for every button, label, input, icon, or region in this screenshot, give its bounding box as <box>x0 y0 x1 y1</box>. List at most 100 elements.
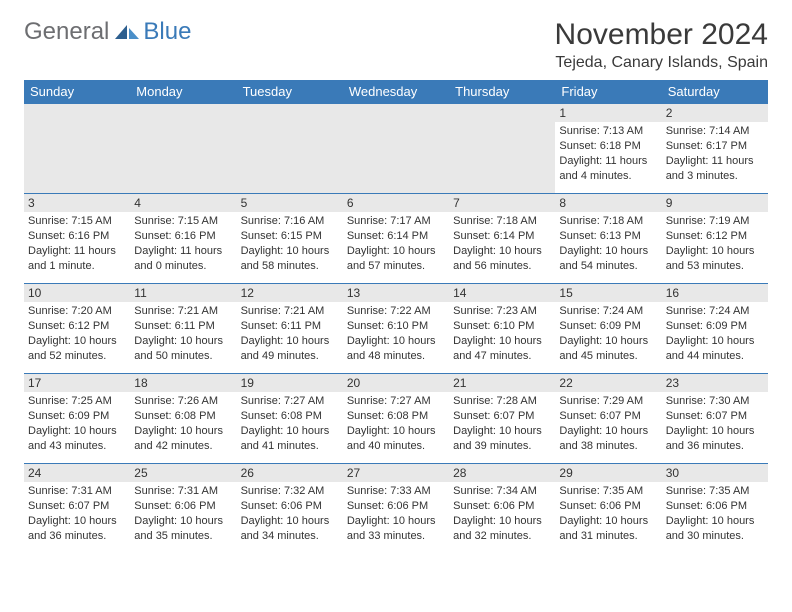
day-cell: 16Sunrise: 7:24 AMSunset: 6:09 PMDayligh… <box>662 284 768 374</box>
day-content: Sunrise: 7:27 AMSunset: 6:08 PMDaylight:… <box>237 392 343 455</box>
day-number: 7 <box>449 194 555 212</box>
day-number: 20 <box>343 374 449 392</box>
day-cell: 23Sunrise: 7:30 AMSunset: 6:07 PMDayligh… <box>662 374 768 464</box>
day-content: Sunrise: 7:20 AMSunset: 6:12 PMDaylight:… <box>24 302 130 365</box>
day-content: Sunrise: 7:18 AMSunset: 6:13 PMDaylight:… <box>555 212 661 275</box>
day-number: 27 <box>343 464 449 482</box>
day-number: 19 <box>237 374 343 392</box>
day-content: Sunrise: 7:21 AMSunset: 6:11 PMDaylight:… <box>237 302 343 365</box>
day-cell: 9Sunrise: 7:19 AMSunset: 6:12 PMDaylight… <box>662 194 768 284</box>
day-cell: 7Sunrise: 7:18 AMSunset: 6:14 PMDaylight… <box>449 194 555 284</box>
day-cell: 17Sunrise: 7:25 AMSunset: 6:09 PMDayligh… <box>24 374 130 464</box>
day-number: 12 <box>237 284 343 302</box>
empty-day-cell <box>343 104 449 194</box>
location-label: Tejeda, Canary Islands, Spain <box>555 54 768 72</box>
logo-text-blue: Blue <box>143 18 191 46</box>
day-header-monday: Monday <box>130 80 236 104</box>
day-number: 15 <box>555 284 661 302</box>
empty-day-cell <box>130 104 236 194</box>
day-number: 28 <box>449 464 555 482</box>
day-header-wednesday: Wednesday <box>343 80 449 104</box>
day-number: 29 <box>555 464 661 482</box>
day-content: Sunrise: 7:25 AMSunset: 6:09 PMDaylight:… <box>24 392 130 455</box>
day-cell: 10Sunrise: 7:20 AMSunset: 6:12 PMDayligh… <box>24 284 130 374</box>
empty-day-cell <box>449 104 555 194</box>
day-cell: 3Sunrise: 7:15 AMSunset: 6:16 PMDaylight… <box>24 194 130 284</box>
day-content: Sunrise: 7:23 AMSunset: 6:10 PMDaylight:… <box>449 302 555 365</box>
day-cell: 22Sunrise: 7:29 AMSunset: 6:07 PMDayligh… <box>555 374 661 464</box>
day-header-thursday: Thursday <box>449 80 555 104</box>
day-content: Sunrise: 7:19 AMSunset: 6:12 PMDaylight:… <box>662 212 768 275</box>
day-number: 1 <box>555 104 661 122</box>
day-cell: 27Sunrise: 7:33 AMSunset: 6:06 PMDayligh… <box>343 464 449 554</box>
day-cell: 26Sunrise: 7:32 AMSunset: 6:06 PMDayligh… <box>237 464 343 554</box>
day-content: Sunrise: 7:14 AMSunset: 6:17 PMDaylight:… <box>662 122 768 185</box>
day-number: 25 <box>130 464 236 482</box>
day-header-saturday: Saturday <box>662 80 768 104</box>
day-content: Sunrise: 7:31 AMSunset: 6:07 PMDaylight:… <box>24 482 130 545</box>
day-cell: 14Sunrise: 7:23 AMSunset: 6:10 PMDayligh… <box>449 284 555 374</box>
day-number: 6 <box>343 194 449 212</box>
day-number: 11 <box>130 284 236 302</box>
day-content: Sunrise: 7:24 AMSunset: 6:09 PMDaylight:… <box>555 302 661 365</box>
day-cell: 28Sunrise: 7:34 AMSunset: 6:06 PMDayligh… <box>449 464 555 554</box>
day-number: 3 <box>24 194 130 212</box>
day-header-row: Sunday Monday Tuesday Wednesday Thursday… <box>24 80 768 104</box>
day-content: Sunrise: 7:32 AMSunset: 6:06 PMDaylight:… <box>237 482 343 545</box>
day-content: Sunrise: 7:16 AMSunset: 6:15 PMDaylight:… <box>237 212 343 275</box>
day-content: Sunrise: 7:33 AMSunset: 6:06 PMDaylight:… <box>343 482 449 545</box>
day-number: 10 <box>24 284 130 302</box>
calendar-body: 1Sunrise: 7:13 AMSunset: 6:18 PMDaylight… <box>24 104 768 554</box>
day-cell: 1Sunrise: 7:13 AMSunset: 6:18 PMDaylight… <box>555 104 661 194</box>
day-number: 24 <box>24 464 130 482</box>
day-number: 8 <box>555 194 661 212</box>
logo: General Blue <box>24 18 191 46</box>
day-number: 9 <box>662 194 768 212</box>
day-header-friday: Friday <box>555 80 661 104</box>
day-number: 18 <box>130 374 236 392</box>
day-header-tuesday: Tuesday <box>237 80 343 104</box>
day-number: 13 <box>343 284 449 302</box>
day-content: Sunrise: 7:26 AMSunset: 6:08 PMDaylight:… <box>130 392 236 455</box>
day-content: Sunrise: 7:18 AMSunset: 6:14 PMDaylight:… <box>449 212 555 275</box>
day-cell: 18Sunrise: 7:26 AMSunset: 6:08 PMDayligh… <box>130 374 236 464</box>
day-number: 30 <box>662 464 768 482</box>
calendar-week-row: 24Sunrise: 7:31 AMSunset: 6:07 PMDayligh… <box>24 464 768 554</box>
day-content: Sunrise: 7:28 AMSunset: 6:07 PMDaylight:… <box>449 392 555 455</box>
day-content: Sunrise: 7:17 AMSunset: 6:14 PMDaylight:… <box>343 212 449 275</box>
calendar-page: General Blue November 2024 Tejeda, Canar… <box>0 0 792 572</box>
day-cell: 21Sunrise: 7:28 AMSunset: 6:07 PMDayligh… <box>449 374 555 464</box>
day-number: 17 <box>24 374 130 392</box>
day-cell: 13Sunrise: 7:22 AMSunset: 6:10 PMDayligh… <box>343 284 449 374</box>
day-cell: 30Sunrise: 7:35 AMSunset: 6:06 PMDayligh… <box>662 464 768 554</box>
day-content: Sunrise: 7:31 AMSunset: 6:06 PMDaylight:… <box>130 482 236 545</box>
month-title: November 2024 <box>555 18 768 52</box>
calendar-week-row: 3Sunrise: 7:15 AMSunset: 6:16 PMDaylight… <box>24 194 768 284</box>
day-cell: 2Sunrise: 7:14 AMSunset: 6:17 PMDaylight… <box>662 104 768 194</box>
empty-day-cell <box>237 104 343 194</box>
day-number: 23 <box>662 374 768 392</box>
day-cell: 24Sunrise: 7:31 AMSunset: 6:07 PMDayligh… <box>24 464 130 554</box>
day-content: Sunrise: 7:29 AMSunset: 6:07 PMDaylight:… <box>555 392 661 455</box>
day-number: 16 <box>662 284 768 302</box>
day-content: Sunrise: 7:30 AMSunset: 6:07 PMDaylight:… <box>662 392 768 455</box>
day-content: Sunrise: 7:24 AMSunset: 6:09 PMDaylight:… <box>662 302 768 365</box>
day-number: 26 <box>237 464 343 482</box>
empty-day-cell <box>24 104 130 194</box>
day-content: Sunrise: 7:35 AMSunset: 6:06 PMDaylight:… <box>555 482 661 545</box>
calendar-week-row: 1Sunrise: 7:13 AMSunset: 6:18 PMDaylight… <box>24 104 768 194</box>
day-content: Sunrise: 7:15 AMSunset: 6:16 PMDaylight:… <box>130 212 236 275</box>
day-cell: 6Sunrise: 7:17 AMSunset: 6:14 PMDaylight… <box>343 194 449 284</box>
day-number: 21 <box>449 374 555 392</box>
day-cell: 29Sunrise: 7:35 AMSunset: 6:06 PMDayligh… <box>555 464 661 554</box>
day-cell: 20Sunrise: 7:27 AMSunset: 6:08 PMDayligh… <box>343 374 449 464</box>
title-block: November 2024 Tejeda, Canary Islands, Sp… <box>555 18 768 72</box>
day-cell: 25Sunrise: 7:31 AMSunset: 6:06 PMDayligh… <box>130 464 236 554</box>
day-header-sunday: Sunday <box>24 80 130 104</box>
day-content: Sunrise: 7:27 AMSunset: 6:08 PMDaylight:… <box>343 392 449 455</box>
day-content: Sunrise: 7:34 AMSunset: 6:06 PMDaylight:… <box>449 482 555 545</box>
day-cell: 5Sunrise: 7:16 AMSunset: 6:15 PMDaylight… <box>237 194 343 284</box>
day-cell: 12Sunrise: 7:21 AMSunset: 6:11 PMDayligh… <box>237 284 343 374</box>
day-number: 4 <box>130 194 236 212</box>
day-number: 14 <box>449 284 555 302</box>
